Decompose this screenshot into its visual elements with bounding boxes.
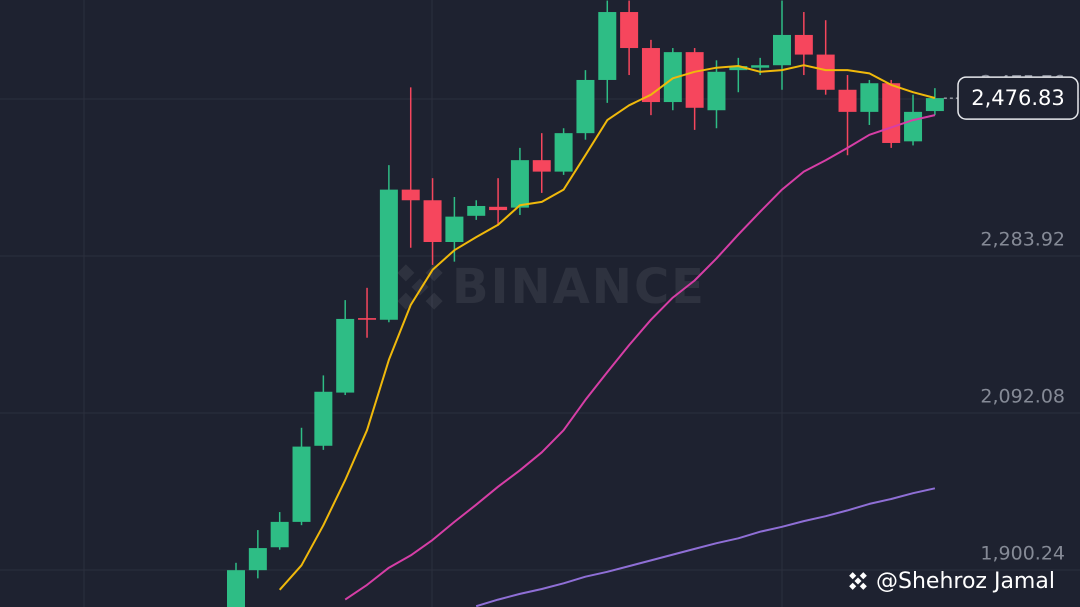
y-tick-label: 1,900.24: [980, 542, 1065, 564]
candle-body: [860, 83, 879, 112]
last-price-label: 2,476.83: [971, 86, 1065, 110]
candle-body: [794, 34, 813, 55]
moving-average-line: [344, 114, 936, 601]
credit-text: @Shehroz Jamal: [876, 569, 1055, 594]
candle-body: [532, 160, 551, 172]
moving-average-line: [475, 487, 936, 607]
candle-body: [641, 48, 660, 103]
y-tick-label: 2,092.08: [980, 385, 1065, 407]
candle-body: [925, 98, 944, 112]
candle-body: [773, 34, 791, 66]
candle-body: [904, 111, 923, 142]
candle-body: [270, 521, 289, 548]
last-price-box: [957, 76, 1079, 120]
candle-body: [445, 216, 464, 242]
candle-body: [685, 52, 704, 108]
watermark-text: BINANCE: [452, 259, 706, 315]
candle-body: [467, 205, 486, 216]
candle-body: [576, 79, 595, 134]
candle-body: [248, 548, 267, 571]
moving-average-line: [278, 64, 936, 591]
candle-body: [663, 52, 682, 103]
candle-body: [510, 160, 529, 208]
candle-body: [489, 206, 508, 211]
candle-body: [292, 446, 311, 522]
candle-body: [838, 89, 857, 112]
candle-body: [882, 83, 901, 143]
candle-body: [816, 54, 835, 90]
candle-body: [336, 318, 355, 393]
credit: @Shehroz Jamal: [849, 569, 1055, 594]
candle-body: [598, 12, 617, 80]
candle-body: [423, 200, 442, 242]
candle-body: [729, 66, 748, 71]
candle-body: [314, 391, 333, 446]
candle-body: [401, 189, 420, 201]
candle-body: [707, 71, 726, 111]
candle-body: [358, 318, 377, 320]
watermark: BINANCE: [397, 259, 706, 315]
candle-body: [620, 12, 639, 49]
candle-body: [751, 65, 770, 68]
candle-body: [554, 133, 573, 172]
candle-body: [227, 570, 245, 607]
y-tick-label: 2,283.92: [980, 228, 1065, 250]
candle-body: [379, 189, 398, 320]
